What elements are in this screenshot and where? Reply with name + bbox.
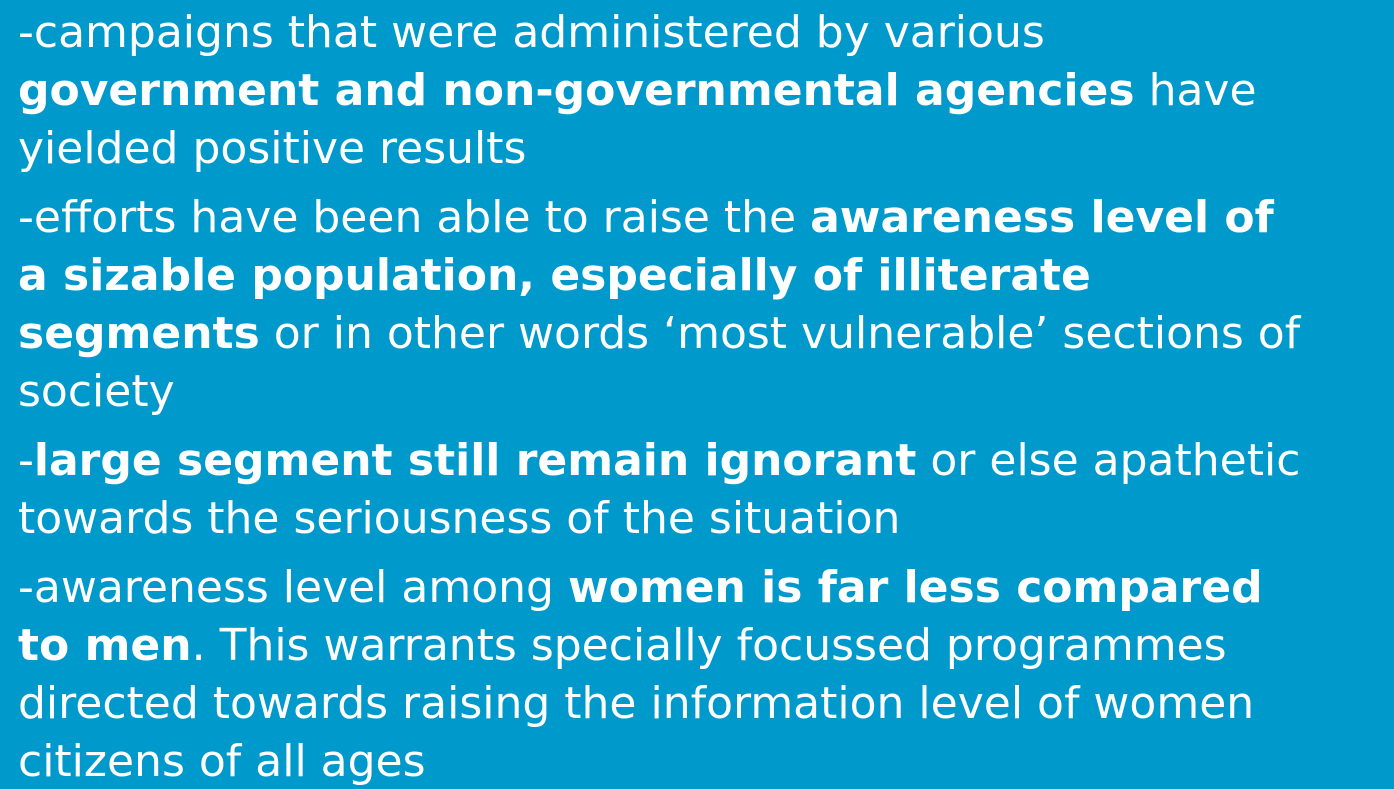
text-line: citizens of all ages bbox=[18, 733, 1394, 789]
bold-text: awareness level of bbox=[810, 192, 1274, 243]
text: -efforts have been able to raise the bbox=[18, 192, 811, 243]
text: have bbox=[1134, 65, 1257, 116]
text-line: a sizable population, especially of illi… bbox=[18, 247, 1394, 305]
bold-text: government and non-governmental agencies bbox=[18, 65, 1135, 116]
text-line: segments or in other words ‘most vulnera… bbox=[18, 305, 1394, 363]
paragraph: -campaigns that were administered by var… bbox=[18, 4, 1394, 178]
bold-text: segments bbox=[18, 308, 260, 359]
bold-text: women is far less compared bbox=[567, 562, 1263, 613]
text: or in other words ‘most vulnerable’ sect… bbox=[259, 308, 1301, 359]
text: yielded positive results bbox=[18, 123, 527, 174]
text: -campaigns that were administered by var… bbox=[18, 7, 1045, 58]
text-line: -efforts have been able to raise the awa… bbox=[18, 189, 1394, 247]
text: . This warrants specially focussed progr… bbox=[191, 620, 1227, 671]
text: or else apathetic bbox=[916, 435, 1301, 486]
text-line: directed towards raising the information… bbox=[18, 675, 1394, 733]
paragraph: -efforts have been able to raise the awa… bbox=[18, 189, 1394, 421]
text-line: towards the seriousness of the situation bbox=[18, 490, 1394, 548]
paragraph: -large segment still remain ignorant or … bbox=[18, 432, 1394, 548]
text-line: government and non-governmental agencies… bbox=[18, 62, 1394, 120]
text: society bbox=[18, 366, 175, 417]
text: -awareness level among bbox=[18, 562, 568, 613]
bold-text: large segment still remain ignorant bbox=[33, 435, 917, 486]
text-line: yielded positive results bbox=[18, 120, 1394, 178]
bold-text: a sizable population, especially of illi… bbox=[18, 250, 1091, 301]
text-line: society bbox=[18, 363, 1394, 421]
bold-text: to men bbox=[18, 620, 192, 671]
text-line: -awareness level among women is far less… bbox=[18, 559, 1394, 617]
text: directed towards raising the information… bbox=[18, 678, 1255, 729]
paragraph: -awareness level among women is far less… bbox=[18, 559, 1394, 789]
text-line: -large segment still remain ignorant or … bbox=[18, 432, 1394, 490]
text: towards the seriousness of the situation bbox=[18, 493, 901, 544]
text: citizens of all ages bbox=[18, 736, 426, 787]
text-line: to men. This warrants specially focussed… bbox=[18, 617, 1394, 675]
text-line: -campaigns that were administered by var… bbox=[18, 4, 1394, 62]
text: - bbox=[18, 435, 34, 486]
